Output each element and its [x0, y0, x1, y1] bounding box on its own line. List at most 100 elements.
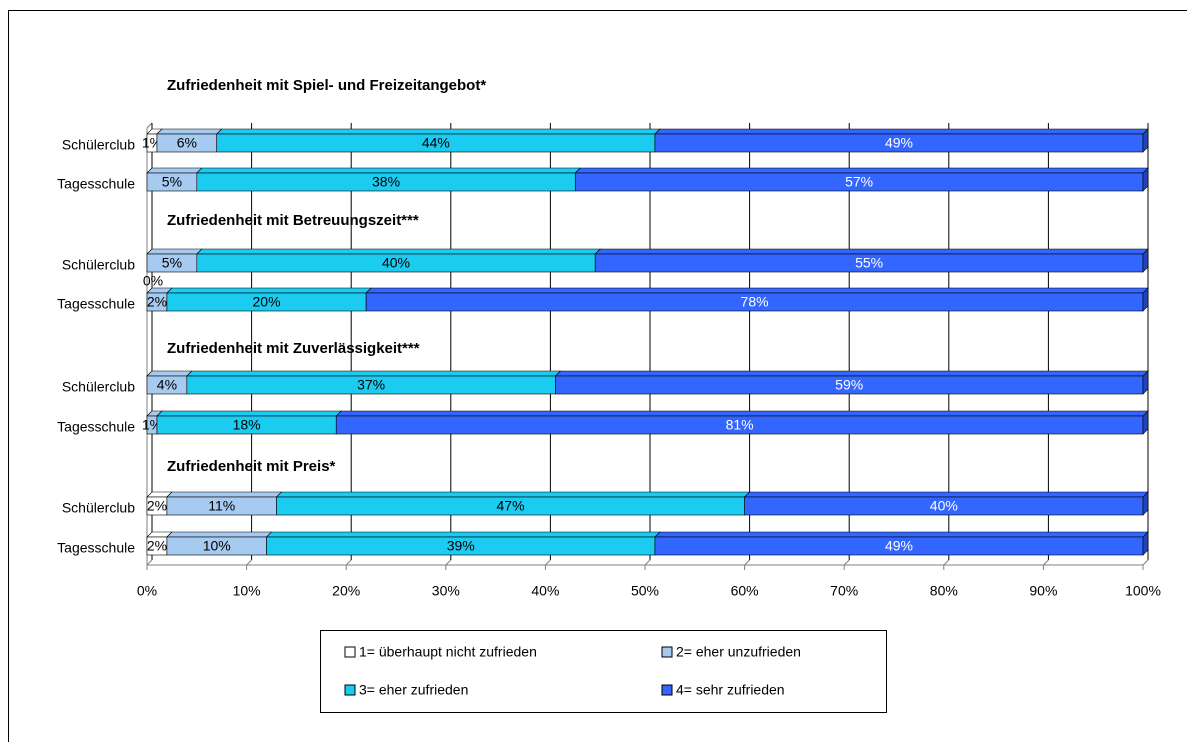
bar-top	[156, 128, 223, 135]
bar-top	[156, 410, 342, 417]
bar-top	[335, 410, 1149, 417]
bar-top	[166, 287, 372, 294]
data-label: 57%	[845, 174, 873, 190]
grid-floor	[843, 559, 850, 566]
bar-side	[1142, 128, 1149, 153]
x-tick-label: 40%	[531, 583, 559, 599]
data-label: 81%	[726, 417, 754, 433]
data-label: 40%	[930, 498, 958, 514]
bar-top	[186, 370, 562, 377]
grid-floor	[943, 559, 950, 566]
x-tick-label: 20%	[332, 583, 360, 599]
grid-floor	[1043, 559, 1049, 566]
bar-top	[196, 167, 582, 174]
x-tick-label: 70%	[830, 583, 858, 599]
bar-top	[166, 491, 283, 498]
group-title: Zufriedenheit mit Betreuungszeit***	[167, 212, 419, 229]
legend-box	[320, 630, 887, 713]
legend-label: 2= eher unzufrieden	[676, 644, 801, 660]
bar-top	[554, 370, 1149, 377]
group-title: Zufriedenheit mit Spiel- und Freizeitang…	[167, 77, 486, 94]
data-label: 49%	[885, 135, 913, 151]
x-tick-label: 90%	[1029, 583, 1057, 599]
bar-side	[1142, 167, 1149, 192]
bar-top	[574, 167, 1149, 174]
data-label: 11%	[208, 498, 235, 514]
y-tick-label: Tagesschule	[57, 296, 135, 312]
grid-floor	[246, 559, 252, 566]
group-title: Zufriedenheit mit Preis*	[167, 458, 336, 475]
bar-side	[1142, 531, 1149, 556]
data-label: 20%	[253, 294, 281, 310]
bar-top	[146, 370, 193, 377]
y-tick-label: Tagesschule	[57, 176, 135, 192]
bar-top	[146, 248, 203, 255]
grid-floor	[445, 559, 452, 566]
data-label: 10%	[203, 538, 231, 554]
x-tick-label: 0%	[137, 583, 157, 599]
legend-swatch	[344, 684, 356, 696]
y-tick-label: Schülerclub	[62, 137, 135, 153]
bar-side	[1142, 248, 1149, 273]
y-tick-label: Schülerclub	[62, 257, 135, 273]
data-label: 59%	[835, 377, 863, 393]
grid-floor	[345, 559, 352, 566]
bar-side	[1142, 491, 1149, 516]
data-label: 2%	[147, 294, 167, 310]
data-label: 47%	[497, 498, 525, 514]
bar-side	[1142, 410, 1149, 435]
data-label: 40%	[382, 255, 410, 271]
grid-floor	[644, 559, 651, 566]
grid-floor	[744, 559, 750, 566]
x-tick-label: 10%	[233, 583, 261, 599]
data-label: 44%	[422, 135, 450, 151]
data-label: 5%	[162, 174, 182, 190]
bar-side	[1142, 287, 1149, 312]
data-label: 18%	[233, 417, 261, 433]
bar-top	[654, 128, 1149, 135]
bar-top	[166, 531, 273, 538]
bar-top	[743, 491, 1149, 498]
plot-wall	[147, 123, 1148, 565]
x-tick-label: 50%	[631, 583, 659, 599]
data-label: 37%	[357, 377, 385, 393]
x-tick-label: 100%	[1125, 583, 1161, 599]
bar-top	[275, 491, 751, 498]
y-tick-label: Schülerclub	[62, 500, 135, 516]
data-label: 38%	[372, 174, 400, 190]
x-tick-label: 60%	[731, 583, 759, 599]
bar-top	[215, 128, 661, 135]
data-label: 0%	[143, 273, 163, 289]
y-tick-label: Tagesschule	[57, 419, 135, 435]
legend-label: 1= überhaupt nicht zufrieden	[359, 644, 537, 660]
x-tick-label: 80%	[930, 583, 958, 599]
bar-side	[1142, 370, 1149, 395]
axis-line	[146, 122, 153, 129]
bar-top	[196, 248, 601, 255]
y-tick-label: Tagesschule	[57, 540, 135, 556]
data-label: 2%	[147, 498, 167, 514]
bar-top	[365, 287, 1149, 294]
data-label: 55%	[855, 255, 883, 271]
chart-border	[8, 10, 1187, 742]
legend-label: 3= eher zufrieden	[359, 682, 468, 698]
bar-top	[146, 167, 203, 174]
data-label: 6%	[177, 135, 197, 151]
grid-floor	[1142, 559, 1149, 566]
bar-top	[265, 531, 661, 538]
data-label: 4%	[157, 377, 177, 393]
bar-top	[654, 531, 1149, 538]
legend-swatch	[661, 684, 673, 696]
data-label: 78%	[741, 294, 769, 310]
data-label: 5%	[162, 255, 182, 271]
group-title: Zufriedenheit mit Zuverlässigkeit***	[167, 340, 420, 357]
grid-floor	[146, 559, 153, 566]
grid-floor	[545, 559, 551, 566]
legend-swatch	[344, 646, 356, 658]
x-tick-label: 30%	[432, 583, 460, 599]
data-label: 2%	[147, 538, 167, 554]
data-label: 49%	[885, 538, 913, 554]
legend-label: 4= sehr zufrieden	[676, 682, 785, 698]
bar-top	[594, 248, 1149, 255]
